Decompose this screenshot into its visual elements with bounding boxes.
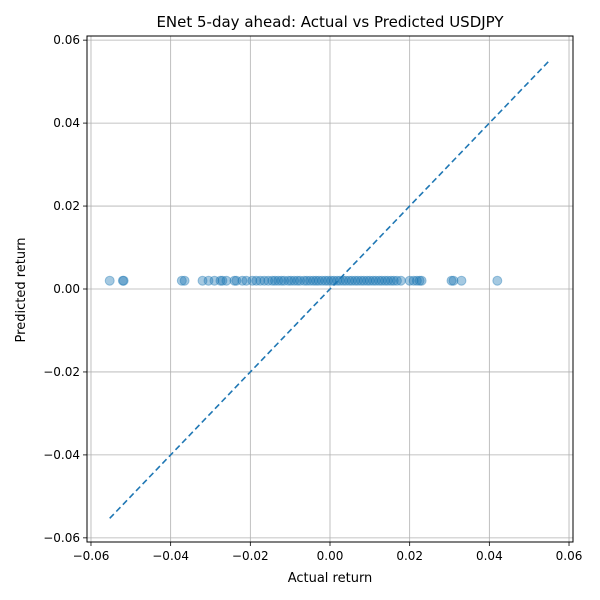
data-point xyxy=(289,275,300,286)
data-point xyxy=(283,275,294,286)
data-point xyxy=(332,275,343,286)
data-point xyxy=(313,275,324,286)
data-point xyxy=(241,275,252,286)
data-point xyxy=(247,275,258,286)
data-point xyxy=(344,275,355,286)
data-point xyxy=(267,275,278,286)
data-point xyxy=(285,275,296,286)
reference-line xyxy=(109,59,551,519)
data-point xyxy=(446,275,457,286)
y-tick-label: −0.02 xyxy=(43,365,80,379)
data-point xyxy=(276,275,287,286)
data-point xyxy=(364,275,375,286)
data-point xyxy=(352,275,363,286)
data-point xyxy=(356,275,367,286)
data-point xyxy=(237,275,248,286)
data-point xyxy=(305,275,316,286)
data-point xyxy=(229,275,240,286)
grid-lines xyxy=(87,36,573,542)
data-points xyxy=(104,275,503,286)
data-point xyxy=(382,275,393,286)
data-point xyxy=(176,275,187,286)
data-point xyxy=(448,275,459,286)
data-point xyxy=(391,275,402,286)
data-point xyxy=(197,275,208,286)
data-point xyxy=(308,275,319,286)
data-point xyxy=(379,275,390,286)
data-point xyxy=(299,275,310,286)
data-point xyxy=(328,275,339,286)
x-tick-label: 0.00 xyxy=(317,549,344,563)
data-point xyxy=(492,275,503,286)
y-tick-label: 0.06 xyxy=(53,33,80,47)
x-tick-label: 0.02 xyxy=(396,549,423,563)
data-point xyxy=(215,275,226,286)
data-point xyxy=(370,275,381,286)
data-point xyxy=(408,275,419,286)
data-point xyxy=(358,275,369,286)
data-point xyxy=(411,275,422,286)
data-point xyxy=(279,275,290,286)
data-point xyxy=(326,275,337,286)
data-point xyxy=(270,275,281,286)
data-point xyxy=(251,275,262,286)
y-tick-label: −0.06 xyxy=(43,531,80,545)
data-point xyxy=(217,275,228,286)
y-tick-label: 0.04 xyxy=(53,116,80,130)
x-tick-label: 0.04 xyxy=(476,549,503,563)
data-point xyxy=(273,275,284,286)
data-point xyxy=(203,275,214,286)
data-point xyxy=(259,275,270,286)
data-point xyxy=(388,275,399,286)
data-point xyxy=(255,275,266,286)
data-point xyxy=(346,275,357,286)
data-point xyxy=(395,275,406,286)
y-tick-label: 0.02 xyxy=(53,199,80,213)
x-tick-label: −0.02 xyxy=(232,549,269,563)
data-point xyxy=(376,275,387,286)
data-point xyxy=(295,275,306,286)
data-point xyxy=(263,275,274,286)
data-point xyxy=(209,275,220,286)
x-axis-ticks: −0.06 −0.04 −0.02 0.00 0.02 0.04 0.06 xyxy=(73,542,583,563)
y-axis-ticks: −0.06 −0.04 −0.02 0.00 0.02 0.04 0.06 xyxy=(43,33,87,545)
data-point xyxy=(350,275,361,286)
data-point xyxy=(340,275,351,286)
chart-title: ENet 5-day ahead: Actual vs Predicted US… xyxy=(156,13,504,31)
y-axis-label: Predicted return xyxy=(14,238,29,343)
data-point xyxy=(117,275,128,286)
x-axis-label: Actual return xyxy=(288,571,373,586)
data-point xyxy=(414,275,425,286)
data-point xyxy=(385,275,396,286)
data-point xyxy=(301,275,312,286)
data-point xyxy=(104,275,115,286)
data-point xyxy=(456,275,467,286)
x-tick-label: −0.06 xyxy=(73,549,110,563)
data-point xyxy=(311,275,322,286)
data-point xyxy=(221,275,232,286)
data-point xyxy=(179,275,190,286)
y-tick-label: −0.04 xyxy=(43,448,80,462)
data-point xyxy=(416,275,427,286)
data-point xyxy=(373,275,384,286)
x-tick-label: −0.04 xyxy=(152,549,189,563)
data-point xyxy=(368,275,379,286)
reference-line-group xyxy=(109,59,551,519)
data-point xyxy=(323,275,334,286)
data-point xyxy=(404,275,415,286)
data-point xyxy=(118,275,129,286)
data-point xyxy=(338,275,349,286)
data-point xyxy=(362,275,373,286)
data-point xyxy=(334,275,345,286)
x-tick-label: 0.06 xyxy=(556,549,583,563)
data-point xyxy=(292,275,303,286)
data-point xyxy=(320,275,331,286)
data-point xyxy=(231,275,242,286)
data-point xyxy=(317,275,328,286)
y-tick-label: 0.00 xyxy=(53,282,80,296)
